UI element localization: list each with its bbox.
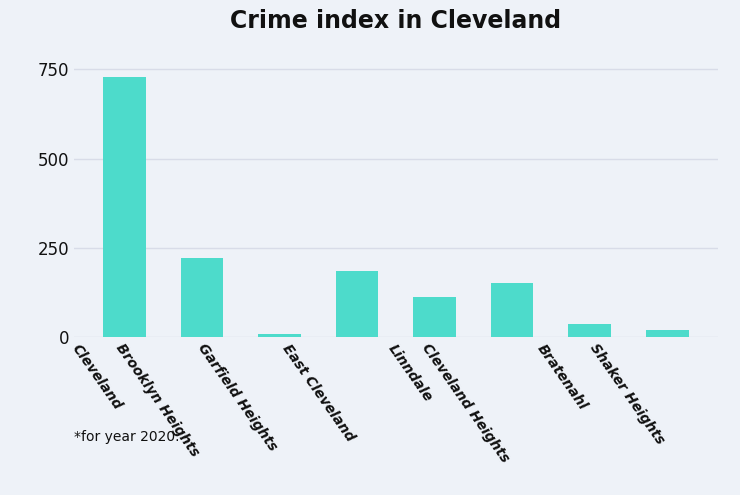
Bar — [414, 297, 456, 337]
Bar — [646, 330, 688, 337]
Title: Crime index in Cleveland: Crime index in Cleveland — [230, 9, 562, 33]
Bar — [258, 334, 301, 337]
Bar — [336, 271, 378, 337]
Bar — [181, 258, 223, 337]
Text: *for year 2020.: *for year 2020. — [74, 430, 180, 444]
Bar — [104, 77, 146, 337]
Bar — [491, 283, 534, 337]
Bar — [568, 324, 611, 337]
